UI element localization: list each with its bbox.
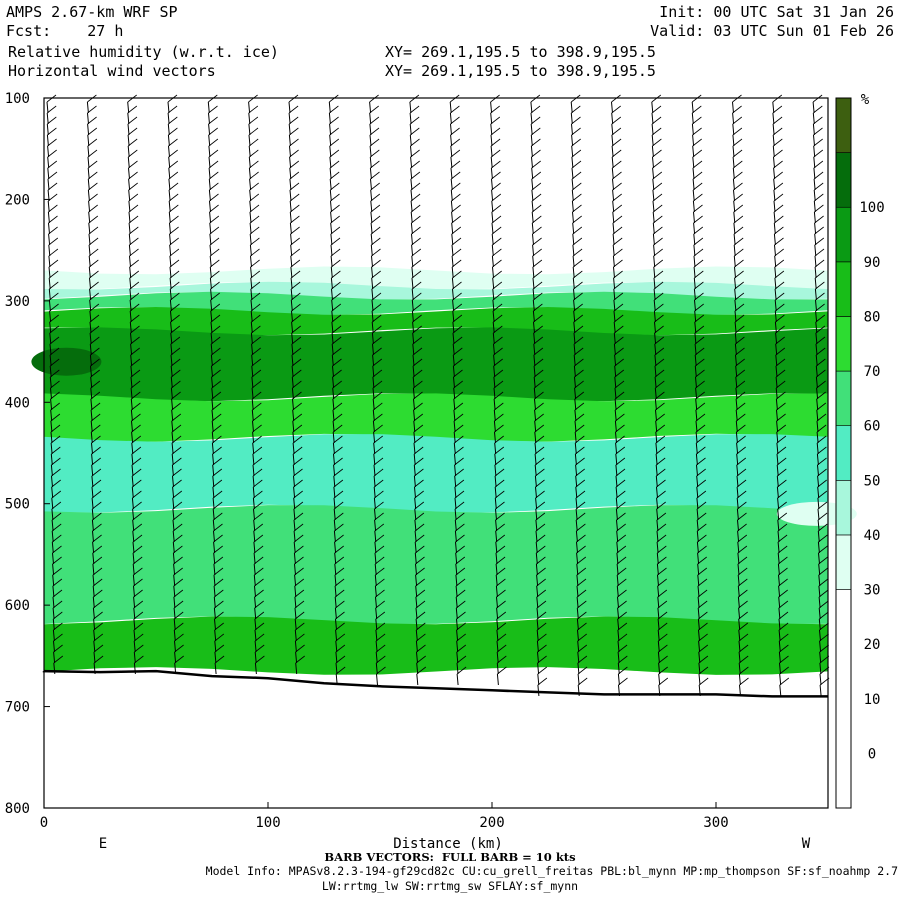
y-tick-label-800: 800 bbox=[5, 801, 30, 817]
valid-time: Valid: 03 UTC Sun 01 Feb 26 bbox=[650, 22, 894, 40]
x-tick-label-300: 300 bbox=[703, 815, 728, 831]
wind-barb-column-14 bbox=[611, 94, 628, 697]
cross-section-coords-2: XY= 269.1,195.5 to 398.9,195.5 bbox=[385, 62, 656, 80]
wind-barbs bbox=[46, 94, 830, 697]
rh-band-2 bbox=[44, 291, 828, 315]
colorbar-frame bbox=[835, 97, 852, 809]
end-label-left: E bbox=[99, 836, 107, 852]
rh-band-0 bbox=[44, 266, 828, 290]
colorbar-segment-3 bbox=[835, 425, 852, 481]
y-tick-label-200: 200 bbox=[5, 192, 30, 208]
x-tick-label-200: 200 bbox=[479, 815, 504, 831]
wind-barb-column-6 bbox=[288, 94, 305, 675]
wind-barb-column-4 bbox=[207, 94, 225, 675]
x-tick-label-0: 0 bbox=[40, 815, 48, 831]
wind-barb-column-10 bbox=[449, 94, 467, 686]
wind-barb-column-5 bbox=[248, 94, 265, 675]
colorbar-label-80: 80 bbox=[864, 309, 881, 325]
y-tick-label-300: 300 bbox=[5, 294, 30, 310]
wind-barb-column-8 bbox=[369, 94, 386, 686]
model-info: Model Info: MPASv8.2.3-194-gf29cd82c CU:… bbox=[205, 864, 898, 878]
colorbar-label-60: 60 bbox=[864, 419, 881, 435]
rh-band-5 bbox=[44, 393, 828, 442]
field-label-rh: Relative humidity (w.r.t. ice) bbox=[8, 43, 279, 61]
colorbar-label-70: 70 bbox=[864, 364, 881, 380]
wind-barb-column-1 bbox=[86, 94, 104, 675]
plot-frame bbox=[43, 97, 829, 809]
colorbar-label-50: 50 bbox=[864, 473, 881, 489]
wind-barb-column-12 bbox=[530, 94, 548, 697]
y-tick-label-600: 600 bbox=[5, 598, 30, 614]
y-tick-label-400: 400 bbox=[5, 395, 30, 411]
colorbar-segment-7 bbox=[835, 206, 852, 263]
rh-band-1 bbox=[44, 281, 828, 300]
y-tick-label-100: 100 bbox=[5, 91, 30, 107]
colorbar: 0 10 20 30 40 50 60 70 80 90 100 bbox=[835, 97, 885, 809]
wind-barb-column-9 bbox=[409, 94, 427, 686]
colorbar-segment-8 bbox=[835, 152, 852, 208]
colorbar-unit: % bbox=[861, 92, 870, 108]
colorbar-label-0: 0 bbox=[868, 746, 876, 762]
colorbar-label-10: 10 bbox=[864, 692, 881, 708]
wind-barb-column-15 bbox=[651, 94, 669, 697]
axes: 100 200 300 400 500 600 700 800 0 100 200 300 bbox=[5, 91, 829, 831]
rh-band-4 bbox=[44, 327, 828, 402]
wind-barb-column-18 bbox=[772, 94, 790, 697]
colorbar-label-40: 40 bbox=[864, 528, 881, 544]
colorbar-segment-6 bbox=[835, 261, 852, 317]
terrain-line bbox=[42, 669, 828, 698]
y-tick-label-500: 500 bbox=[5, 497, 30, 513]
wind-barb-column-17 bbox=[732, 94, 749, 697]
x-tick-label-100: 100 bbox=[255, 815, 280, 831]
colorbar-label-90: 90 bbox=[864, 255, 881, 271]
rh-band-7 bbox=[44, 505, 828, 624]
wind-barb-column-16 bbox=[691, 94, 709, 697]
rh-band-6 bbox=[44, 434, 828, 513]
cross-section-coords-1: XY= 269.1,195.5 to 398.9,195.5 bbox=[385, 43, 656, 61]
wind-barb-column-3 bbox=[167, 94, 184, 675]
colorbar-label-20: 20 bbox=[864, 637, 881, 653]
colorbar-segment-1 bbox=[835, 534, 852, 590]
wind-barb-column-0 bbox=[46, 94, 64, 675]
colorbar-segment-2 bbox=[835, 480, 852, 536]
rh-band-3 bbox=[44, 307, 828, 336]
init-time: Init: 00 UTC Sat 31 Jan 26 bbox=[659, 3, 894, 21]
colorbar-segment-0 bbox=[835, 589, 852, 809]
field-label-wind: Horizontal wind vectors bbox=[8, 62, 216, 80]
model-info-physics: LW:rrtmg_lw SW:rrtmg_sw SFLAY:sf_mynn bbox=[321, 879, 579, 893]
wind-barb-column-13 bbox=[570, 94, 588, 697]
plot-area bbox=[31, 98, 857, 808]
rh-band-8 bbox=[44, 616, 828, 675]
wind-barb-column-11 bbox=[490, 94, 507, 686]
rh-max-patch bbox=[31, 347, 102, 376]
wind-barb-column-7 bbox=[328, 94, 346, 686]
x-axis-label: Distance (km) bbox=[393, 836, 503, 852]
barb-note: BARB VECTORS: FULL BARB = 10 kts bbox=[324, 850, 576, 864]
colorbar-segment-4 bbox=[835, 370, 852, 426]
terrain-mask bbox=[44, 671, 828, 808]
y-tick-label-700: 700 bbox=[5, 700, 30, 716]
model-title: AMPS 2.67-km WRF SP bbox=[6, 3, 178, 21]
end-label-right: W bbox=[802, 836, 811, 852]
colorbar-label-30: 30 bbox=[864, 583, 881, 599]
wind-barb-column-2 bbox=[127, 94, 144, 675]
colorbar-label-100: 100 bbox=[859, 200, 884, 216]
forecast-hour: Fcst: 27 h bbox=[6, 22, 124, 40]
colorbar-segment-5 bbox=[835, 316, 852, 372]
colorbar-segment-9 bbox=[835, 97, 852, 153]
